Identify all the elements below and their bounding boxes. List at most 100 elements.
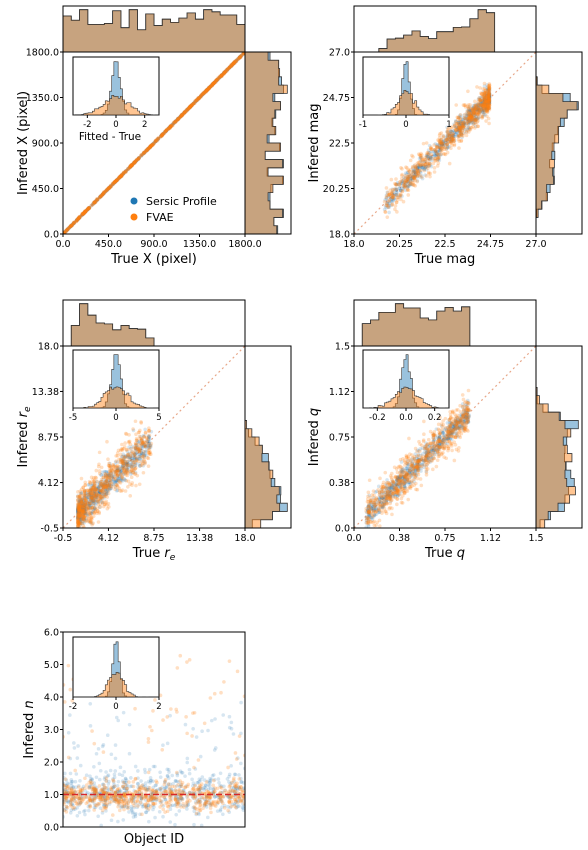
point-sersic xyxy=(481,102,486,107)
point-sersic xyxy=(102,191,106,195)
point-fvae xyxy=(231,62,236,66)
point-fvae xyxy=(96,502,101,507)
point-sersic xyxy=(79,501,84,506)
point-fvae xyxy=(75,218,79,222)
point-fvae xyxy=(487,94,492,99)
point-fvae xyxy=(136,157,140,161)
point-fvae xyxy=(401,178,405,183)
point-sersic xyxy=(83,210,87,214)
point-sersic xyxy=(76,505,81,509)
point-sersic xyxy=(193,99,198,104)
point-fvae xyxy=(437,139,442,144)
point-sersic xyxy=(77,216,81,220)
point-sersic xyxy=(126,167,130,171)
point-sersic xyxy=(482,96,487,101)
point-sersic xyxy=(63,231,66,234)
point-fvae xyxy=(120,476,125,481)
point-sersic xyxy=(487,88,491,92)
point-fvae xyxy=(148,144,153,149)
point-fvae xyxy=(156,136,161,140)
point-fvae xyxy=(411,169,415,174)
point-fvae xyxy=(193,99,197,103)
inset-x-tick-label: 0 xyxy=(403,120,408,130)
point-sersic xyxy=(143,452,147,457)
point-sersic xyxy=(133,446,138,451)
point-sersic xyxy=(183,110,187,114)
point-sersic xyxy=(433,154,438,158)
point-fvae xyxy=(130,162,135,167)
point-sersic xyxy=(206,86,211,91)
point-sersic xyxy=(90,495,94,500)
point-fvae xyxy=(219,73,224,78)
point-fvae xyxy=(394,182,398,186)
point-sersic xyxy=(91,201,96,206)
point-sersic xyxy=(486,98,491,102)
point-fvae xyxy=(175,118,180,122)
point-fvae xyxy=(481,102,486,106)
point-fvae xyxy=(487,101,492,106)
point-sersic xyxy=(413,172,418,177)
point-sersic xyxy=(120,467,124,472)
point-sersic xyxy=(384,193,389,197)
point-sersic xyxy=(415,165,420,170)
point-fvae xyxy=(407,173,411,177)
point-fvae xyxy=(201,91,205,96)
point-fvae xyxy=(439,140,443,145)
point-sersic xyxy=(389,199,394,203)
point-sersic xyxy=(76,515,81,519)
point-sersic xyxy=(141,152,145,156)
point-fvae xyxy=(424,165,428,169)
point-sersic xyxy=(412,169,417,174)
point-fvae xyxy=(128,163,133,168)
point-sersic xyxy=(125,463,130,468)
point-fvae xyxy=(391,193,396,198)
point-sersic xyxy=(481,107,486,112)
point-fvae xyxy=(439,142,443,147)
point-fvae xyxy=(210,82,215,86)
point-fvae xyxy=(70,222,75,227)
point-fvae xyxy=(72,220,76,225)
point-sersic xyxy=(484,104,489,109)
point-fvae xyxy=(133,160,138,164)
point-fvae xyxy=(142,150,146,155)
point-sersic xyxy=(134,442,139,447)
point-sersic xyxy=(469,112,474,117)
point-fvae xyxy=(131,427,135,431)
point-fvae xyxy=(124,169,128,173)
point-sersic xyxy=(120,464,125,468)
point-sersic xyxy=(91,202,95,206)
point-fvae xyxy=(191,101,195,106)
point-fvae xyxy=(478,109,483,114)
point-sersic xyxy=(199,94,203,98)
y-tick-label: 8.75 xyxy=(38,433,59,444)
point-sersic xyxy=(232,61,236,65)
point-fvae xyxy=(484,96,488,100)
point-fvae xyxy=(203,89,208,94)
y-tick-label: 18.0 xyxy=(38,342,59,353)
point-sersic xyxy=(104,478,109,483)
point-sersic xyxy=(466,126,470,130)
point-sersic xyxy=(476,106,481,111)
point-sersic xyxy=(450,138,454,142)
point-sersic xyxy=(114,468,118,473)
point-sersic xyxy=(459,132,464,137)
point-fvae xyxy=(188,105,192,110)
point-fvae xyxy=(81,212,85,217)
point-fvae xyxy=(450,136,454,141)
point-fvae xyxy=(470,117,474,121)
point-fvae xyxy=(76,216,81,220)
point-sersic xyxy=(143,445,148,449)
point-sersic xyxy=(70,222,75,227)
point-sersic xyxy=(84,491,89,496)
point-sersic xyxy=(233,60,237,64)
point-sersic xyxy=(421,163,425,168)
point-fvae xyxy=(469,125,474,130)
point-sersic xyxy=(229,63,234,68)
point-sersic xyxy=(222,70,227,75)
point-fvae xyxy=(102,190,106,195)
point-sersic xyxy=(82,503,87,508)
point-sersic xyxy=(120,455,124,459)
point-sersic xyxy=(146,443,150,448)
point-fvae xyxy=(466,121,471,125)
point-fvae xyxy=(435,158,440,163)
